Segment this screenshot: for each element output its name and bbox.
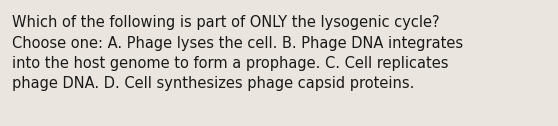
Text: Which of the following is part of ONLY the lysogenic cycle?
Choose one: A. Phage: Which of the following is part of ONLY t… [12,15,463,91]
